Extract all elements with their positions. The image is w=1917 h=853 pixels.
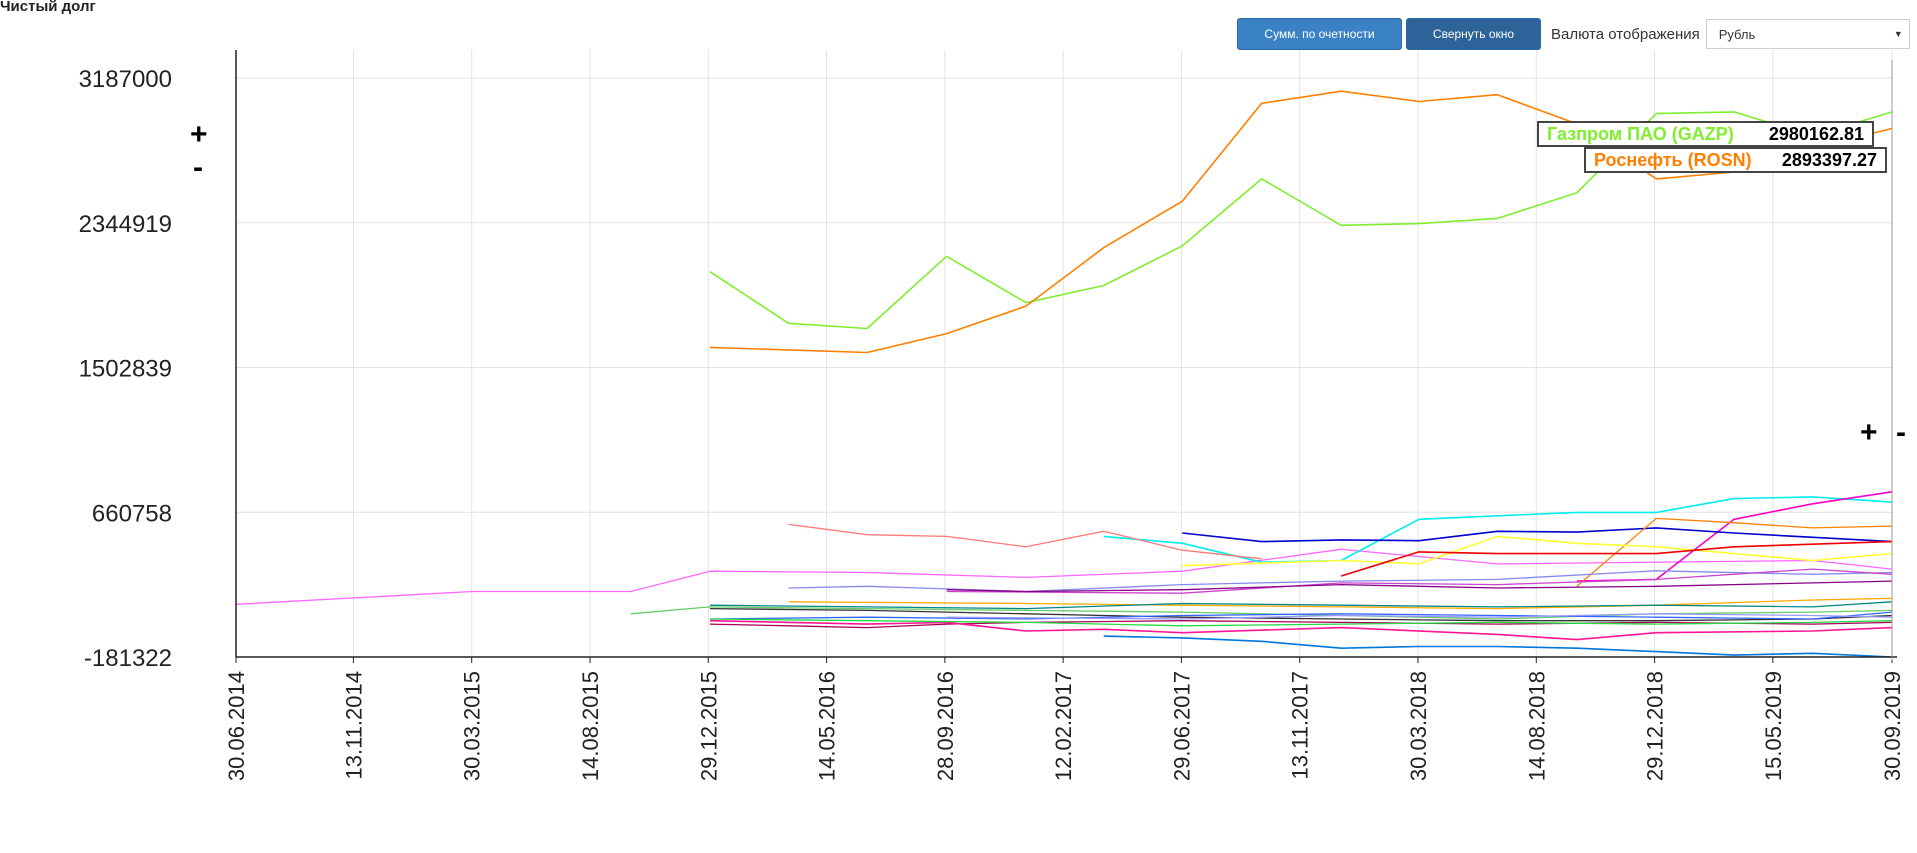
tooltip-series-value: 2980162.81 [1768,123,1864,144]
series-line-7[interactable] [1576,517,1893,587]
axes [235,50,1897,663]
tooltip-rosneft: Роснефть (ROSN) 2893397.27 [1584,147,1887,173]
series-line-14[interactable] [709,601,1893,610]
y-zoom-out-button[interactable]: - [193,151,203,184]
y-tick-label: 3187000 [79,66,172,93]
x-tick-label: 14.08.2018 [1524,671,1549,781]
tooltip-series-value: 2893397.27 [1781,149,1877,170]
currency-select[interactable]: Рубль ▼ [1705,19,1910,49]
series-line-0[interactable] [709,111,1893,330]
y-tick-label: 660758 [92,500,172,527]
x-tick-label: 15.05.2019 [1761,671,1786,781]
y-axis-ticks: 3187000 2344919 1502839 660758 -181322 [79,66,172,672]
tooltip-series-name: Роснефть (ROSN) [1594,149,1752,170]
series-line-3[interactable] [1103,496,1893,563]
currency-label: Валюта отображения [1551,25,1700,43]
series-line-4[interactable] [1576,491,1893,582]
y-tick-label: 2344919 [79,211,172,238]
chart-title: Чистый долг [0,0,96,15]
tooltip-series-name: Газпром ПАО (GAZP) [1547,123,1734,144]
series-line-13[interactable] [788,597,1893,610]
x-tick-label: 30.03.2018 [1406,671,1431,781]
y-zoom-in-button[interactable]: + [190,118,208,151]
series-line-6[interactable] [1182,527,1893,543]
x-tick-label: 29.12.2015 [696,671,721,781]
x-tick-label: 14.05.2016 [815,671,840,781]
tooltip-gazprom: Газпром ПАО (GAZP) 2980162.81 [1537,121,1874,147]
x-tick-label: 13.11.2017 [1288,671,1313,779]
x-tick-label: 29.12.2018 [1643,671,1668,781]
chevron-down-icon: ▼ [1893,29,1903,39]
x-zoom-in-button[interactable]: + [1860,416,1878,449]
series-line-15[interactable] [630,606,1893,620]
series-line-17[interactable] [709,611,1893,620]
x-tick-label: 28.09.2016 [933,671,958,781]
x-axis-ticks: 30.06.2014 13.11.2014 30.03.2015 14.08.2015… [224,671,1905,781]
series-line-8[interactable] [1182,535,1893,567]
series-line-10[interactable] [788,570,1893,593]
series-line-1[interactable] [709,90,1893,354]
y-tick-label: -181322 [84,645,172,672]
series-line-21[interactable] [946,613,1893,620]
chart-toolbar: Сумм. по очетности Свернуть окно Валюта … [1237,18,1910,50]
collapse-window-button[interactable]: Свернуть окно [1406,18,1541,50]
x-tick-label: 30.09.2019 [1880,671,1905,781]
x-tick-label: 29.06.2017 [1169,671,1194,781]
series-line-20[interactable] [709,618,1893,627]
series-line-9[interactable] [1340,540,1893,577]
sum-by-report-button[interactable]: Сумм. по очетности [1237,18,1402,50]
x-zoom-out-button[interactable]: - [1896,416,1906,449]
series-line-2[interactable] [235,548,1893,605]
x-tick-label: 30.03.2015 [460,671,485,781]
x-tick-label: 12.02.2017 [1051,671,1076,781]
series-line-12[interactable] [946,580,1893,593]
series-line-19[interactable] [709,619,1893,641]
series-layer [235,90,1893,658]
y-tick-label: 1502839 [79,356,172,383]
x-tick-label: 30.06.2014 [224,671,249,781]
x-tick-label: 13.11.2014 [341,671,366,779]
series-line-16[interactable] [709,607,1893,622]
series-line-11[interactable] [946,568,1893,594]
x-tick-label: 14.08.2015 [578,671,603,781]
currency-select-value: Рубль [1718,26,1756,42]
series-line-5[interactable] [788,523,1262,560]
series-line-22[interactable] [1103,635,1893,658]
